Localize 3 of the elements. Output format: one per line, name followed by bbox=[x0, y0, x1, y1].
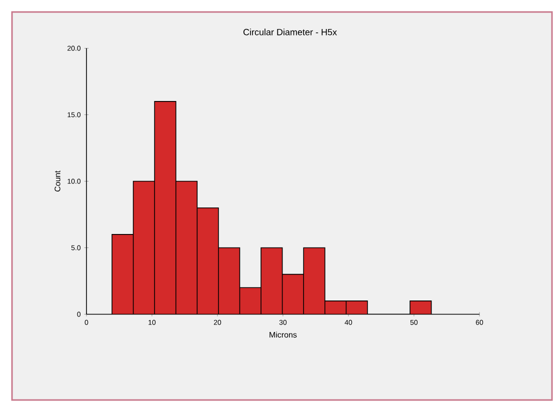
x-axis-title: Microns bbox=[270, 332, 297, 338]
y-axis-title: Count bbox=[54, 170, 60, 192]
chart-title: Circular Diameter - H5x bbox=[243, 28, 337, 36]
